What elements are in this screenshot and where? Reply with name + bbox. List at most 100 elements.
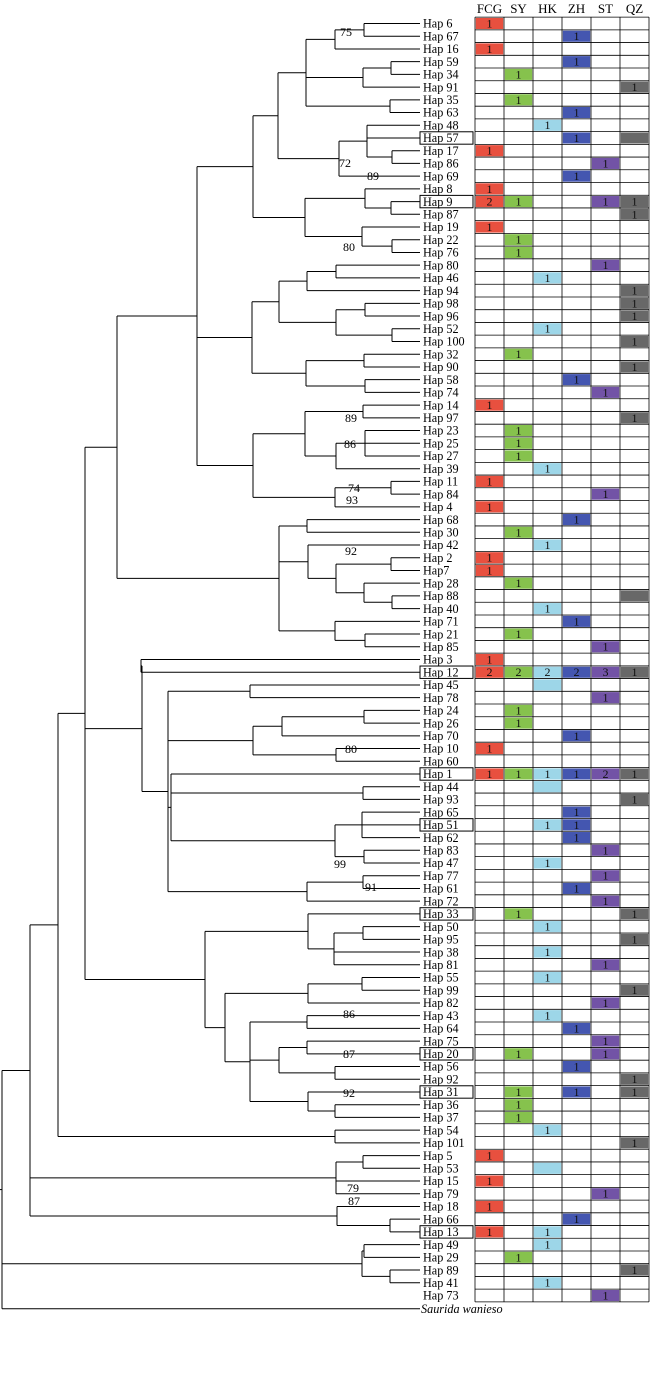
- distribution-count: 1: [574, 169, 580, 183]
- distribution-cell-filled: [591, 768, 620, 780]
- distribution-count: 1: [516, 195, 522, 209]
- distribution-cell-filled: [562, 666, 591, 678]
- distribution-cell-filled: [562, 56, 591, 68]
- distribution-cell-filled: [475, 653, 504, 666]
- distribution-cell-filled: [620, 1137, 649, 1149]
- tip-label: Hap7: [423, 564, 449, 578]
- tip-label: Hap 99: [423, 983, 459, 997]
- tip-label: Hap 100: [423, 335, 465, 349]
- tip-label: Hap 10: [423, 742, 459, 756]
- distribution-count: 1: [632, 207, 638, 221]
- distribution-cell-filled: [562, 730, 591, 742]
- distribution-count: 2: [487, 195, 493, 209]
- distribution-count: 2: [574, 665, 580, 679]
- distribution-cell-filled: [504, 704, 533, 716]
- outgroup-label: Saurida wanieso: [421, 1302, 503, 1316]
- distribution-count: 1: [516, 525, 522, 539]
- distribution-cell-filled: [533, 819, 562, 831]
- distribution-cell-filled: [475, 196, 504, 208]
- distribution-cell-filled: [562, 615, 591, 627]
- tip-label: Hap 29: [423, 1251, 459, 1265]
- distribution-count: 1: [632, 1136, 638, 1150]
- tip-label: Hap 76: [423, 246, 459, 260]
- distribution-cell-filled: [591, 959, 620, 971]
- distribution-cell-filled: [504, 1099, 533, 1111]
- tip-label: Hap 21: [423, 627, 459, 641]
- distribution-cell-filled: [620, 196, 649, 208]
- tip-label: Hap 82: [423, 996, 459, 1010]
- distribution-count: 1: [487, 1225, 493, 1239]
- distribution-count: 1: [574, 1085, 580, 1099]
- distribution-count: 1: [487, 500, 493, 514]
- distribution-count: 1: [545, 818, 551, 832]
- distribution-cell-filled: [475, 1200, 504, 1213]
- distribution-count: 1: [487, 563, 493, 577]
- distribution-cell-filled: [620, 768, 649, 780]
- tip-label: Hap 90: [423, 360, 459, 374]
- distribution-count: 1: [574, 767, 580, 781]
- distribution-count: 1: [545, 856, 551, 870]
- distribution-cell-filled: [533, 603, 562, 615]
- column-headers: FCG SY HK ZH ST QZ: [477, 1, 643, 16]
- distribution-count: 1: [487, 1199, 493, 1213]
- tip-label: Hap 13: [423, 1225, 459, 1239]
- distribution-cell-filled: [620, 590, 649, 602]
- distribution-count: 1: [574, 1021, 580, 1035]
- tip-label: Hap 86: [423, 157, 459, 171]
- distribution-count: 1: [545, 920, 551, 934]
- distribution-cell-filled: [475, 501, 504, 513]
- tip-label: Hap 63: [423, 106, 459, 120]
- distribution-count: 1: [545, 1238, 551, 1252]
- distribution-cell-filled: [475, 666, 504, 678]
- distribution-count: 1: [632, 665, 638, 679]
- distribution-cell-filled: [562, 806, 591, 818]
- bootstrap-value: 86: [344, 437, 356, 451]
- bootstrap-value: 92: [345, 544, 357, 558]
- tip-label-highlight-box: [419, 194, 474, 209]
- tip-label: Hap 78: [423, 691, 459, 705]
- distribution-count: 1: [632, 309, 638, 323]
- tip-label-highlight-box: [419, 1225, 474, 1239]
- bootstrap-value: 93: [346, 493, 358, 507]
- distribution-count: 1: [603, 487, 609, 501]
- distribution-count: 1: [574, 881, 580, 895]
- tip-label: Hap 38: [423, 945, 459, 959]
- bootstrap-value: 99: [334, 857, 346, 871]
- column-header-qz: QZ: [626, 1, 643, 16]
- distribution-cell-filled: [620, 412, 649, 424]
- bootstrap-value: 79: [347, 1181, 359, 1195]
- distribution-count: 1: [487, 182, 493, 196]
- tip-label: Hap 80: [423, 258, 459, 272]
- bootstrap-value: 92: [343, 1086, 355, 1100]
- bootstrap-value: 87: [348, 1194, 360, 1208]
- distribution-count: 1: [603, 1034, 609, 1048]
- distribution-cell-filled: [533, 1239, 562, 1251]
- distribution-count: 1: [487, 398, 493, 412]
- distribution-count: 1: [487, 474, 493, 488]
- bootstrap-value: 89: [367, 169, 379, 183]
- tip-label-highlight-box: [419, 1047, 474, 1061]
- distribution-cell-filled: [504, 717, 533, 729]
- bootstrap-value: 80: [343, 240, 355, 254]
- distribution-cell-filled: [620, 933, 649, 945]
- column-header-sy: SY: [510, 1, 527, 16]
- tip-label: Hap 44: [423, 780, 459, 794]
- distribution-cell-filled: [533, 119, 562, 131]
- distribution-cell-filled: [533, 857, 562, 869]
- tip-label: Hap 81: [423, 958, 459, 972]
- distribution-count: 1: [632, 80, 638, 94]
- distribution-count: 1: [545, 1123, 551, 1137]
- distribution-cell-filled: [562, 1022, 591, 1034]
- distribution-cell-filled: [562, 132, 591, 144]
- distribution-count: 1: [516, 93, 522, 107]
- tip-label: Hap 26: [423, 716, 459, 730]
- distribution-count: 1: [632, 1072, 638, 1086]
- distribution-cell-filled: [620, 81, 649, 93]
- distribution-cell-filled: [591, 1188, 620, 1200]
- distribution-cell-filled: [533, 971, 562, 984]
- distribution-count: 1: [603, 996, 609, 1010]
- distribution-count: 1: [545, 970, 551, 984]
- distribution-count: 1: [632, 792, 638, 806]
- bootstrap-value: 74: [348, 481, 360, 495]
- distribution-count: 1: [545, 602, 551, 616]
